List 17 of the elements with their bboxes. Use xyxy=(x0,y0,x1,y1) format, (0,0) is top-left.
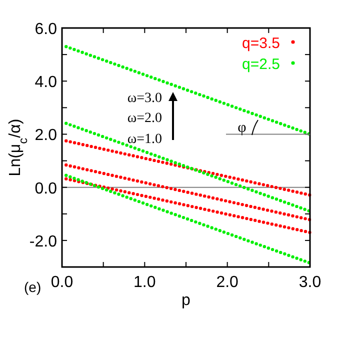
annotation: ω=1.0 xyxy=(127,132,162,147)
y-tick-label: 2.0 xyxy=(34,127,58,144)
annotation: ω=3.0 xyxy=(127,91,162,106)
y-tick-label: -2.0 xyxy=(29,233,58,250)
legend-label: q=3.5 xyxy=(242,35,280,52)
annotation: φ xyxy=(238,120,247,136)
y-tick-label: 6.0 xyxy=(34,21,58,38)
y-tick-label: 0.0 xyxy=(34,180,58,198)
y-tick-label: 4.0 xyxy=(34,74,58,92)
x-tick-label: 1.0 xyxy=(134,274,156,291)
x-tick-label: 2.0 xyxy=(216,274,239,291)
x-tick-label: 3.0 xyxy=(298,274,322,291)
legend-label: q=2.5 xyxy=(242,56,280,73)
text: (e) xyxy=(24,279,42,295)
x-tick-label: 0.0 xyxy=(50,274,74,291)
x-axis-title: p xyxy=(182,292,191,309)
annotation: ω=2.0 xyxy=(127,111,162,126)
